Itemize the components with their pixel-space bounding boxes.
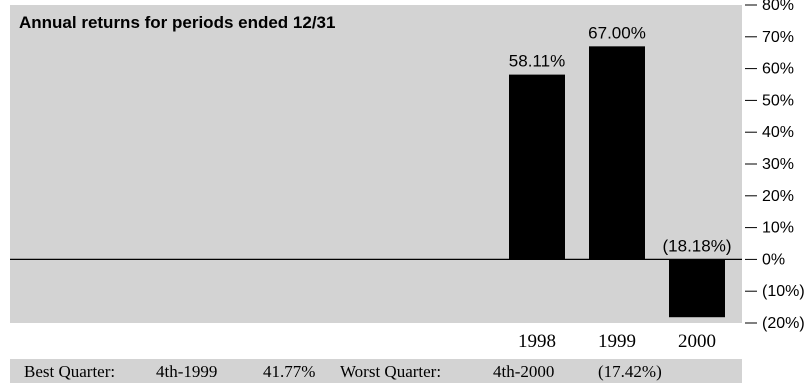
y-tick-label: 80% — [762, 0, 794, 14]
bar-1999 — [589, 46, 645, 260]
y-tick-label: (20%) — [762, 315, 804, 332]
worst-quarter-value: (17.42%) — [598, 362, 662, 381]
quarter-summary-bar: Best Quarter: 4th-1999 41.77% Worst Quar… — [10, 359, 742, 383]
y-tick-label: 0% — [762, 251, 785, 268]
y-tick-label: 10% — [762, 220, 794, 237]
y-tick-label: 20% — [762, 188, 794, 205]
y-tick-label: 70% — [762, 29, 794, 46]
y-tick-label: 50% — [762, 92, 794, 109]
worst-quarter-label: Worst Quarter: — [340, 362, 442, 381]
y-tick-label: 60% — [762, 61, 794, 78]
bar-2000 — [669, 259, 725, 318]
bar-1998 — [509, 74, 565, 260]
data-label-2000: (18.18%) — [663, 236, 732, 255]
data-label-1999: 67.00% — [588, 23, 646, 42]
data-label-1998: 58.11% — [509, 52, 565, 71]
worst-quarter-period: 4th-2000 — [493, 362, 555, 381]
x-tick-1999: 1999 — [598, 331, 636, 352]
best-quarter-value: 41.77% — [263, 362, 316, 381]
best-quarter-label: Best Quarter: — [24, 362, 116, 381]
y-tick-label: 40% — [762, 124, 794, 141]
x-tick-1998: 1998 — [518, 331, 556, 352]
x-tick-2000: 2000 — [678, 331, 716, 352]
chart-title: Annual returns for periods ended 12/31 — [19, 13, 335, 32]
y-tick-label: 30% — [762, 156, 794, 173]
best-quarter-period: 4th-1999 — [156, 362, 218, 381]
y-tick-label: (10%) — [762, 283, 804, 300]
